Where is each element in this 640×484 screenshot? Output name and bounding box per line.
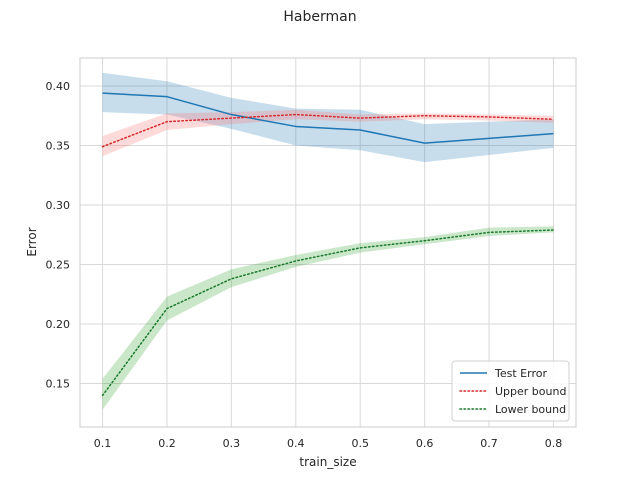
y-tick-label: 0.30 <box>46 199 71 212</box>
confidence-bands <box>102 72 554 410</box>
x-tick-label: 0.5 <box>351 437 369 450</box>
y-tick-label: 0.25 <box>46 259 71 272</box>
x-tick-labels: 0.1 0.2 0.3 0.4 0.5 0.6 0.7 0.8 <box>94 437 562 450</box>
y-tick-label: 0.20 <box>46 318 71 331</box>
y-axis-label: Error <box>25 227 39 256</box>
x-tick-label: 0.1 <box>94 437 112 450</box>
legend-items: Test Error Upper bound Lower bound <box>459 367 566 416</box>
upper-bound-legend-label: Upper bound <box>495 385 566 398</box>
test-error-legend-label: Test Error <box>494 367 547 380</box>
y-tick-label: 0.40 <box>46 80 71 93</box>
plot-frame <box>79 57 577 428</box>
x-tick-label: 0.2 <box>158 437 176 450</box>
lower-bound-line <box>101 229 555 397</box>
x-tick-label: 0.6 <box>416 437 434 450</box>
upper-bound-confidence-band <box>102 109 554 157</box>
lower-bound-legend-label: Lower bound <box>495 403 566 416</box>
x-tick-label: 0.7 <box>480 437 498 450</box>
test-error-confidence-band <box>102 72 554 163</box>
test-error-line <box>102 92 554 144</box>
legend-box <box>451 360 570 422</box>
x-tick-label: 0.8 <box>545 437 563 450</box>
y-tick-label: 0.35 <box>46 139 71 152</box>
y-tick-label: 0.15 <box>46 378 71 391</box>
y-tick-labels: 0.15 0.20 0.25 0.30 0.35 0.40 <box>46 80 71 391</box>
series-lines <box>101 92 555 397</box>
upper-bound-line <box>101 113 555 148</box>
chart-title: Haberman <box>283 9 356 25</box>
x-axis-label: train_size <box>299 455 356 469</box>
legend: Test Error Upper bound Lower bound <box>451 360 570 422</box>
x-tick-label: 0.3 <box>223 437 241 450</box>
x-tick-label: 0.4 <box>287 437 305 450</box>
